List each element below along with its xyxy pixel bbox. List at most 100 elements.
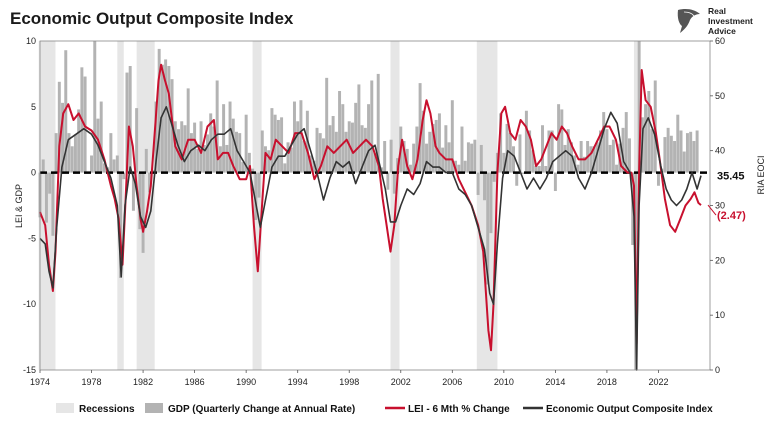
annotations: 35.45 (2.47) bbox=[707, 171, 746, 222]
logo-text-line1: Real bbox=[708, 6, 726, 16]
x-tick-label: 2014 bbox=[545, 377, 565, 387]
gdp-bar bbox=[582, 156, 586, 173]
logo-text-line3: Advice bbox=[708, 26, 736, 36]
legend-label-3: Economic Output Composite Index bbox=[546, 404, 713, 415]
y-left-tick-label: -5 bbox=[28, 233, 36, 243]
gdp-bar bbox=[125, 72, 129, 173]
gdp-bar bbox=[486, 172, 490, 285]
x-tick-label: 2006 bbox=[442, 377, 462, 387]
gdp-bar bbox=[296, 121, 300, 173]
gdp-bar bbox=[463, 160, 467, 173]
gdp-bar bbox=[615, 164, 619, 173]
gdp-bar bbox=[64, 50, 68, 173]
gdp-bar bbox=[51, 172, 55, 236]
gdp-bar bbox=[376, 73, 380, 173]
y-axis-left-label: LEI & GDP bbox=[14, 184, 24, 228]
gdp-bar bbox=[663, 137, 667, 173]
gdp-bar bbox=[383, 141, 387, 173]
gdp-bar bbox=[325, 77, 329, 173]
gdp-bar bbox=[624, 112, 628, 173]
logo: Real Investment Advice bbox=[677, 6, 753, 36]
legend-swatch-1 bbox=[145, 403, 163, 413]
gdp-bar bbox=[405, 148, 409, 173]
gdp-bar bbox=[621, 127, 625, 173]
gdp-bar bbox=[228, 101, 232, 173]
gdp-bar bbox=[241, 162, 245, 173]
gdp-bar bbox=[524, 110, 528, 173]
gdp-bar bbox=[102, 163, 106, 173]
gdp-bar bbox=[90, 155, 94, 173]
gdp-bar bbox=[512, 146, 515, 173]
gdp-bar bbox=[537, 166, 541, 173]
gdp-bar bbox=[656, 172, 660, 186]
gdp-bar bbox=[550, 130, 554, 173]
y-right-tick-label: 30 bbox=[715, 201, 725, 211]
gdp-bar bbox=[148, 172, 152, 193]
legend: Recessions GDP (Quarterly Change at Annua… bbox=[56, 403, 713, 415]
eoci-series-line bbox=[39, 106, 702, 371]
gdp-bar bbox=[650, 129, 654, 173]
gdp-bar bbox=[312, 160, 316, 173]
gdp-bar bbox=[218, 146, 222, 173]
gdp-bar bbox=[589, 146, 593, 173]
gdp-bar bbox=[318, 133, 322, 173]
gdp-bar bbox=[350, 122, 354, 173]
gdp-bar bbox=[389, 139, 393, 173]
x-tick-label: 1986 bbox=[185, 377, 205, 387]
gdp-bar bbox=[267, 150, 271, 173]
gdp-bar bbox=[225, 144, 229, 173]
gdp-bar bbox=[528, 130, 532, 173]
y-right-tick-label: 40 bbox=[715, 146, 725, 156]
gdp-bar bbox=[209, 113, 213, 173]
legend-swatch-0 bbox=[56, 403, 74, 413]
gdp-bar bbox=[334, 131, 338, 173]
gdp-bar bbox=[344, 131, 348, 173]
annotation-leader bbox=[707, 204, 717, 216]
gdp-bar bbox=[122, 172, 126, 180]
gdp-bar bbox=[338, 91, 342, 173]
gdp-bar bbox=[299, 100, 303, 173]
gdp-bar bbox=[215, 80, 219, 173]
y-left-tick-label: 0 bbox=[31, 168, 36, 178]
gdp-bar bbox=[57, 81, 61, 173]
gdp-bar bbox=[341, 104, 345, 173]
gdp-bar bbox=[689, 131, 693, 173]
annotation-label-1: (2.47) bbox=[717, 210, 746, 222]
gdp-bar bbox=[673, 141, 677, 173]
gdp-bar bbox=[160, 64, 164, 173]
gdp-bar bbox=[212, 126, 216, 173]
gdp-bar bbox=[431, 123, 435, 173]
gdp-bar bbox=[164, 59, 168, 173]
gdp-bar bbox=[254, 172, 258, 220]
gdp-bar bbox=[534, 166, 538, 173]
gdp-bar bbox=[521, 172, 525, 174]
y-axis-right-label: RIA EOCI bbox=[756, 155, 766, 194]
gdp-bar bbox=[363, 127, 367, 173]
gdp-bar bbox=[557, 104, 561, 173]
y-left-tick-label: -10 bbox=[23, 299, 36, 309]
gdp-bar bbox=[499, 113, 503, 173]
x-tick-label: 2018 bbox=[597, 377, 617, 387]
y-right-tick-label: 60 bbox=[715, 36, 725, 46]
gdp-bar bbox=[425, 143, 429, 173]
eagle-icon bbox=[677, 9, 700, 33]
gdp-bar bbox=[202, 144, 206, 173]
gdp-bar bbox=[186, 88, 190, 173]
gdp-bar bbox=[206, 134, 209, 173]
legend-label-2: LEI - 6 Mth % Change bbox=[408, 404, 510, 415]
gdp-bar bbox=[479, 144, 483, 173]
gdp-bar bbox=[112, 159, 116, 173]
gdp-bar bbox=[611, 139, 615, 173]
legend-label-1: GDP (Quarterly Change at Annual Rate) bbox=[168, 404, 355, 415]
gdp-bar bbox=[437, 113, 441, 173]
gdp-bar bbox=[286, 142, 290, 173]
annotation-label-0: 35.45 bbox=[717, 171, 745, 183]
gdp-bar bbox=[544, 166, 548, 173]
gdp-bar bbox=[466, 142, 470, 173]
gdp-bar bbox=[460, 126, 464, 173]
x-tick-label: 1990 bbox=[236, 377, 256, 387]
x-tick-label: 1978 bbox=[82, 377, 102, 387]
gdp-bar bbox=[644, 104, 648, 173]
gdp-bar bbox=[357, 84, 361, 173]
